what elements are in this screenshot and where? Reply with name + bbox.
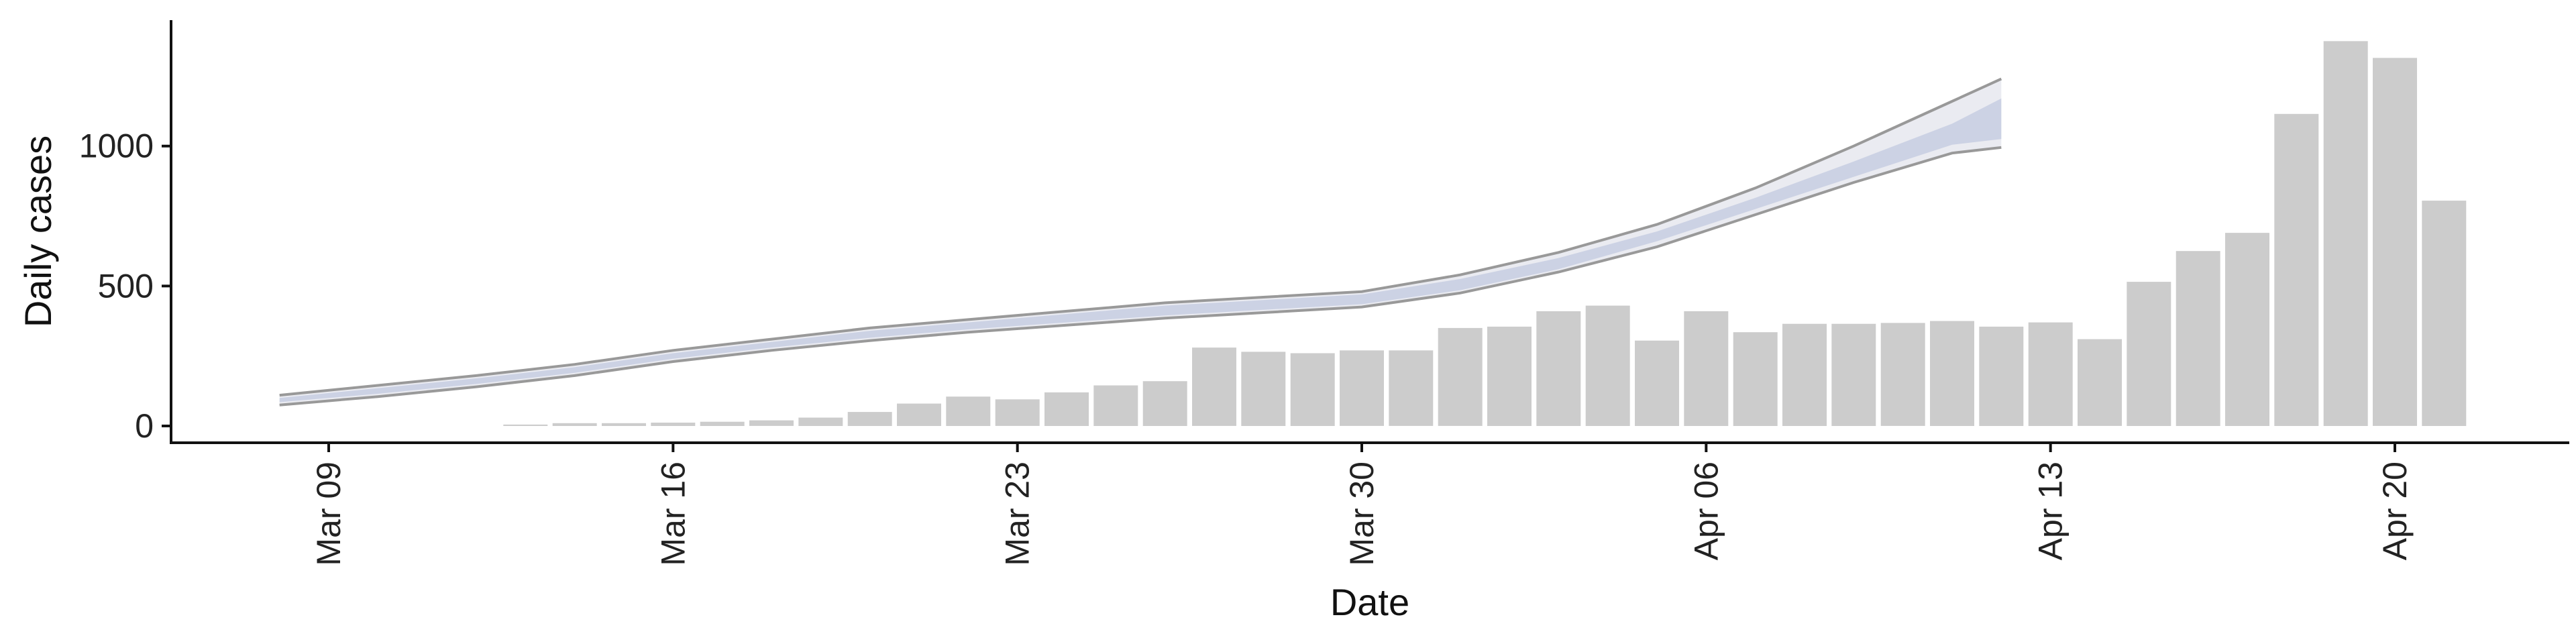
bar (946, 396, 991, 426)
bar (1831, 323, 1876, 426)
projection-outer-band (279, 78, 2002, 405)
axes: Mar 09 Mar 16 Mar 23 Mar 30 Apr 06 Apr 13 Apr … (79, 20, 2569, 566)
bars-layer (503, 41, 2467, 427)
bar (1142, 381, 1187, 426)
bar (1979, 326, 2024, 426)
bar (2323, 41, 2368, 427)
y-tick-label: 0 (135, 407, 154, 445)
bar (503, 424, 548, 426)
bar (602, 423, 646, 426)
bar (2127, 282, 2171, 426)
bar (2078, 339, 2122, 426)
x-tick-label: Apr 06 (1687, 462, 1725, 560)
bar (1241, 352, 1286, 426)
bar (1585, 305, 1630, 426)
projection-upper-line (279, 77, 2002, 397)
x-tick-label: Apr 13 (2032, 462, 2070, 560)
bar (1782, 323, 1827, 426)
x-axis-title: Date (1330, 581, 1409, 623)
y-axis-title: Daily cases (17, 136, 59, 327)
bar (1192, 347, 1236, 426)
x-tick-label: Mar 23 (999, 462, 1036, 566)
x-tick-label: Mar 30 (1343, 462, 1381, 566)
bar (1389, 350, 1434, 426)
bar (1340, 350, 1384, 426)
bar (1290, 353, 1335, 426)
bar (2373, 58, 2417, 426)
y-tick-label: 1000 (79, 127, 154, 165)
bar (1093, 385, 1138, 426)
bar (2225, 233, 2269, 426)
projection-layer (279, 77, 2002, 407)
projection-lower-line (279, 146, 2002, 407)
x-tick-label: Mar 16 (654, 462, 692, 566)
bar (1044, 392, 1089, 426)
y-tick-label: 500 (98, 267, 154, 305)
bar (1487, 326, 1532, 426)
bar (995, 399, 1040, 426)
plot-area (279, 41, 2467, 427)
bar (1536, 311, 1581, 426)
x-tick-label: Apr 20 (2376, 462, 2414, 560)
x-tick-label: Mar 09 (310, 462, 347, 566)
bar (847, 412, 892, 426)
bar (651, 423, 696, 426)
bar (2176, 251, 2220, 426)
bar (798, 417, 843, 426)
x-ticks: Mar 09 Mar 16 Mar 23 Mar 30 Apr 06 Apr 13 Apr … (310, 443, 2414, 566)
bar (2028, 322, 2073, 426)
bar (1930, 321, 1974, 426)
bar (897, 403, 941, 426)
bar (1438, 327, 1483, 426)
bar (749, 420, 794, 426)
bar (700, 421, 745, 426)
y-ticks: 0 500 1000 (79, 127, 171, 445)
bar (1635, 340, 1679, 426)
bar (552, 423, 597, 426)
bar (1684, 311, 1729, 426)
bar (2274, 113, 2319, 427)
bar (2422, 201, 2467, 426)
bar (1733, 332, 1778, 426)
bar (1880, 323, 1925, 426)
